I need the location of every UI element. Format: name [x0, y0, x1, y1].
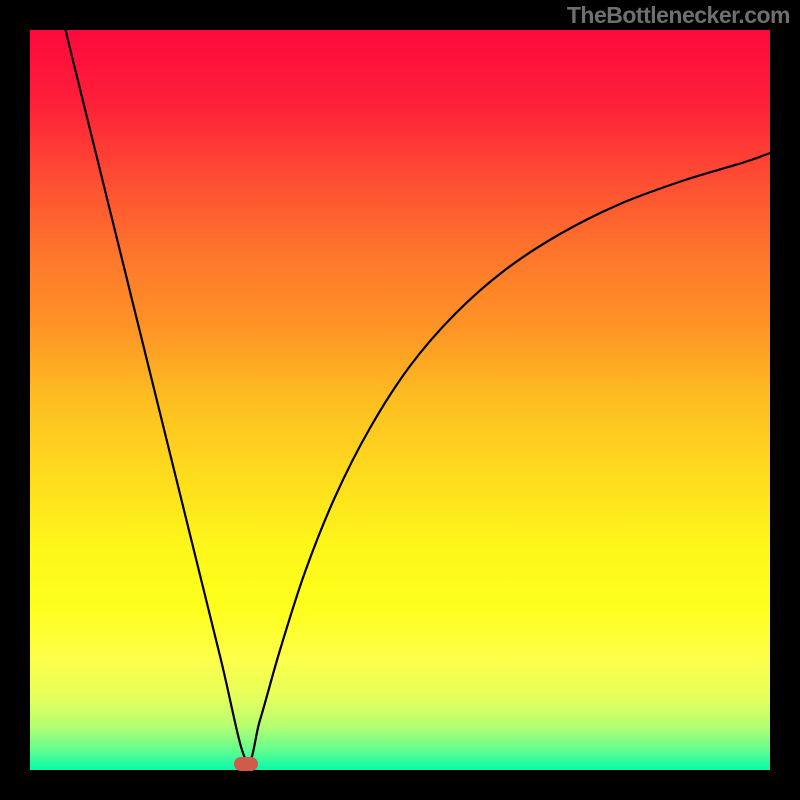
optimum-marker	[234, 757, 258, 771]
plot-background	[30, 30, 770, 770]
chart-svg	[0, 0, 800, 800]
chart-frame: TheBottlenecker.com	[0, 0, 800, 800]
watermark-text: TheBottlenecker.com	[567, 2, 790, 29]
